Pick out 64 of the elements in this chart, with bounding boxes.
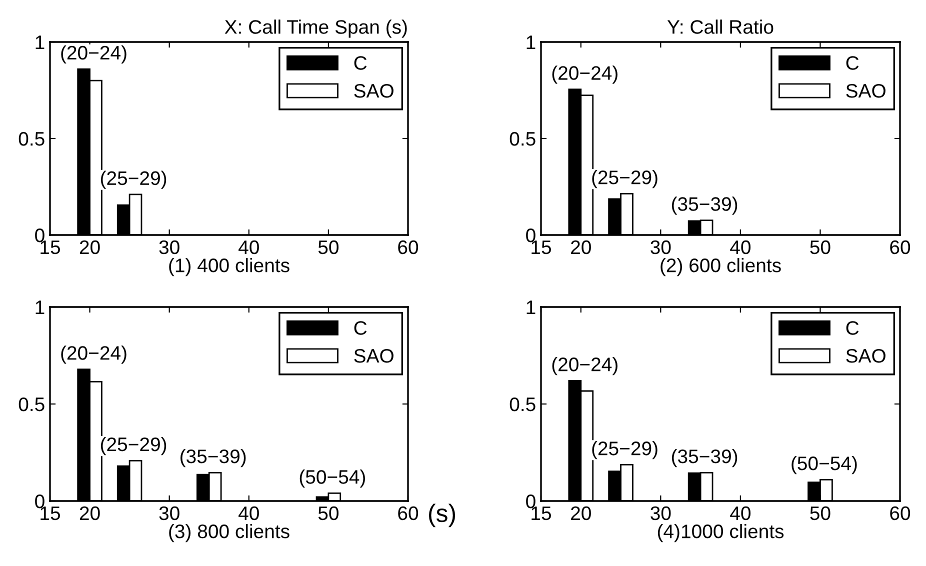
legend-label: SAO	[846, 348, 886, 363]
x-tick-label: 20	[571, 240, 591, 254]
y-tick-label: 0	[526, 228, 536, 242]
legend-label: SAO	[354, 348, 394, 363]
text: (s)	[428, 504, 456, 528]
x-axis-title: (2) 600 clients	[660, 258, 781, 276]
x-tick-label: 40	[238, 506, 259, 520]
y-tick-label: 0.5	[510, 132, 536, 146]
y-tick-label: 1	[526, 300, 536, 314]
x-tick-label: 30	[159, 240, 180, 254]
x-tick-label: 20	[80, 506, 100, 520]
x-tick-label: 50	[318, 240, 338, 254]
annotation: (20−24)	[61, 45, 126, 64]
y-tick-label: 0	[35, 494, 44, 508]
y-tick-label: 1	[526, 36, 536, 50]
x-tick-label: 60	[890, 240, 910, 254]
x-tick-label: 30	[650, 506, 671, 520]
x-tick-label: 15	[532, 506, 551, 520]
x-axis-title: (4)1000 clients	[658, 524, 784, 542]
y-tick-label: 1	[36, 300, 44, 314]
y-tick-label: 0.5	[510, 397, 536, 412]
x-tick-label: 60	[398, 240, 418, 254]
x-axis-title: (1) 400 clients	[169, 258, 290, 276]
legend-label: C	[846, 56, 859, 70]
x-tick-label: 60	[398, 506, 418, 520]
annotation: (35−39)	[672, 196, 738, 215]
y-tick-label: 0.5	[18, 397, 44, 412]
x-tick-label: 60	[890, 506, 910, 520]
x-tick-label: 20	[571, 506, 591, 520]
x-tick-label: 15	[40, 240, 60, 254]
annotation: (20−24)	[552, 357, 618, 376]
annotation: (50−54)	[792, 456, 857, 474]
annotation: (25−29)	[100, 436, 166, 456]
annotation: (25−29)	[100, 170, 166, 189]
x-tick-label: 30	[159, 506, 180, 520]
x-tick-label: 50	[318, 506, 338, 520]
x-tick-label: 15	[40, 506, 60, 520]
x-tick-label: 40	[238, 240, 259, 254]
annotation: (20−24)	[552, 66, 618, 84]
x-tick-label: 15	[532, 240, 551, 254]
x-tick-label: 30	[650, 240, 671, 254]
legend-label: C	[354, 56, 367, 70]
annotation: (35−39)	[180, 448, 246, 468]
chart-title: Y: Call Ratio	[667, 20, 774, 34]
y-tick-label: 0	[35, 228, 44, 242]
y-tick-label: 1	[36, 36, 44, 50]
annotation: (50−54)	[300, 470, 365, 488]
chart-title: X: Call Time Span (s)	[224, 20, 407, 38]
annotation: (25−29)	[592, 441, 658, 460]
x-tick-label: 40	[730, 506, 750, 520]
legend-label: SAO	[354, 84, 394, 98]
x-axis-title: (3) 800 clients	[169, 524, 290, 542]
y-tick-label: 0	[526, 494, 536, 508]
annotation: (25−29)	[592, 170, 658, 188]
legend-label: C	[354, 321, 367, 335]
legend-label: C	[846, 321, 859, 335]
x-tick-label: 50	[810, 240, 830, 254]
annotation: (35−39)	[672, 448, 738, 468]
annotation: (20−24)	[61, 346, 126, 364]
legend-label: SAO	[846, 84, 886, 98]
x-tick-label: 50	[810, 506, 830, 520]
x-tick-label: 20	[80, 240, 100, 254]
x-tick-label: 40	[730, 240, 750, 254]
y-tick-label: 0.5	[18, 132, 44, 146]
